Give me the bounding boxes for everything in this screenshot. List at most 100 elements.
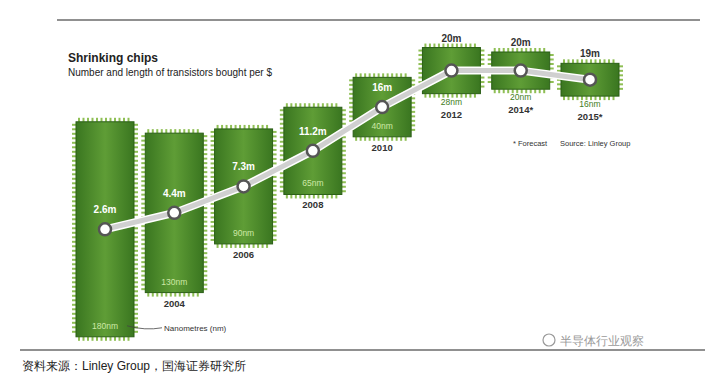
chip-pin xyxy=(360,73,362,77)
chip-pin xyxy=(253,125,255,129)
chip-pin xyxy=(134,191,138,193)
chip-pin xyxy=(217,244,219,248)
chip-pin xyxy=(141,234,145,236)
chip-pin xyxy=(134,173,138,175)
chip-pin xyxy=(203,239,207,241)
chip-pin xyxy=(503,89,505,93)
chip-pin xyxy=(512,48,514,52)
chip-pin xyxy=(273,176,277,178)
labels: 2.6m4.4m7.3m11.2m16m20m20m19m180nm130nm9… xyxy=(92,33,601,331)
chip-pin xyxy=(418,54,422,56)
chip-pin xyxy=(424,94,426,98)
chip-pin xyxy=(134,164,138,166)
chip-pin xyxy=(317,103,319,107)
chip-pin xyxy=(304,194,306,198)
chip-pin xyxy=(299,103,301,107)
chip-pin xyxy=(474,94,476,98)
chip-pin xyxy=(474,44,476,48)
chip-pin xyxy=(557,65,561,67)
size-label: 65nm xyxy=(302,178,323,188)
chip-pin xyxy=(83,118,85,122)
x-tick-label: 2004 xyxy=(164,298,186,309)
chip-pin xyxy=(313,194,315,198)
line-outline xyxy=(105,71,590,230)
chip-pin xyxy=(253,244,255,248)
chip-pin xyxy=(134,200,138,202)
chip-pin xyxy=(391,73,393,77)
chip-pin xyxy=(382,73,384,77)
chip-pin xyxy=(72,196,76,198)
chip-pin xyxy=(72,308,76,310)
chip-pin xyxy=(174,293,176,297)
chip-pin xyxy=(203,171,207,173)
chip-pin xyxy=(248,125,250,129)
chip-pin xyxy=(134,308,138,310)
point xyxy=(168,207,180,219)
chip-pin xyxy=(211,131,215,133)
chip-pin xyxy=(280,114,284,116)
chip-pin xyxy=(217,125,219,129)
chip-pin xyxy=(273,185,277,187)
chip-pin xyxy=(96,118,98,122)
chip-pin xyxy=(134,232,138,234)
x-tick: 2015* xyxy=(578,111,603,122)
data-label: 19m xyxy=(580,48,600,59)
subtitle: Number and length of transistors bought … xyxy=(68,67,272,78)
chip-pin xyxy=(211,234,215,236)
chip-pin xyxy=(411,115,415,117)
chip-pin xyxy=(179,293,181,297)
chip-pin xyxy=(369,73,371,77)
plot-area xyxy=(99,65,596,236)
chip-pin xyxy=(96,337,98,341)
chip-pin xyxy=(480,77,484,79)
chip-pin xyxy=(72,322,76,324)
chip-pin xyxy=(211,180,215,182)
chip-pin xyxy=(539,48,541,52)
chip-pin xyxy=(110,118,112,122)
chip-pin xyxy=(273,198,277,200)
chip-pin xyxy=(349,88,353,90)
chip-pin xyxy=(557,88,561,90)
chip-pin xyxy=(530,48,532,52)
chip-pin xyxy=(308,103,310,107)
chip-pin xyxy=(134,151,138,153)
chip-pin xyxy=(273,207,277,209)
chip-pin xyxy=(92,337,94,341)
chip-pin xyxy=(211,135,215,137)
chip-pin xyxy=(203,194,207,196)
chip-pin xyxy=(211,207,215,209)
x-tick-label: 2012 xyxy=(441,109,462,120)
chip-pin xyxy=(134,317,138,319)
chip-pin xyxy=(349,111,353,113)
source: 资料来源：Linley Group，国海证券研究所 xyxy=(22,359,246,373)
data-label: 11.2m xyxy=(299,126,327,137)
chip-pin xyxy=(105,118,107,122)
chip-pin xyxy=(331,194,333,198)
chip-pin xyxy=(141,248,145,250)
chip-pin xyxy=(488,81,492,83)
chip-pin xyxy=(557,83,561,85)
chip-pin xyxy=(480,81,484,83)
chip-pin xyxy=(342,114,346,116)
chip-pin xyxy=(170,293,172,297)
chip-pin xyxy=(262,125,264,129)
chip-pin xyxy=(203,275,207,277)
chip-pin xyxy=(619,83,623,85)
data-label: 20m xyxy=(511,37,531,48)
chip-pin xyxy=(72,236,76,238)
chip-pin xyxy=(141,185,145,187)
data-label: 7.3m xyxy=(232,161,255,172)
chip-pin xyxy=(364,73,366,77)
chip-pin xyxy=(360,137,362,141)
x-axis-line xyxy=(106,0,591,1)
chip-pin xyxy=(134,178,138,180)
chip-pin xyxy=(134,254,138,256)
chip-pin xyxy=(313,103,315,107)
chip-pin xyxy=(72,205,76,207)
chip-pin xyxy=(438,44,440,48)
chip-pin xyxy=(134,259,138,261)
chip-pin xyxy=(599,59,601,63)
chip-pin xyxy=(87,118,89,122)
chip-pin xyxy=(134,272,138,274)
chip-pin xyxy=(480,59,484,61)
